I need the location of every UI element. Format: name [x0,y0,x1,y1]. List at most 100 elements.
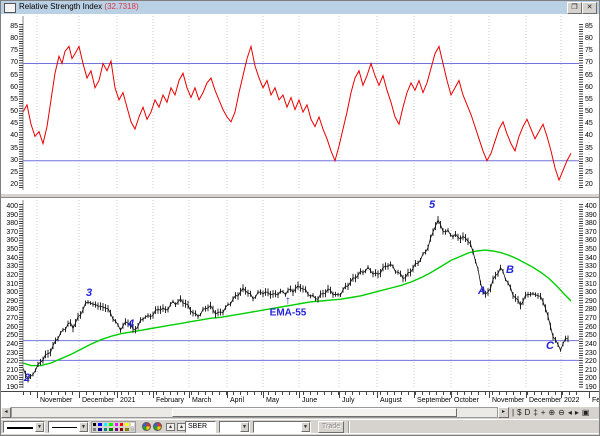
axis-label: 270 [6,315,18,322]
month-label: 2021 [120,397,136,404]
month-tick [79,392,80,398]
ema-55-label: EMA-55 [269,307,307,319]
rsi-right-ruler [579,24,583,188]
toolbar-divider [348,421,350,433]
panel-splitter[interactable] [1,193,599,198]
axis-label: 320 [585,272,597,279]
chart-color-icon-1[interactable] [142,422,151,431]
indicator-value: (32.7318) [104,2,139,11]
month-tick [153,392,154,398]
scroll-left-button[interactable]: ◂ [1,407,11,418]
color-swatch[interactable] [102,422,109,427]
axis-label: 310 [585,281,597,288]
line-weight-combo-arrow-icon[interactable]: ▼ [35,422,44,432]
month-label: December [529,397,562,404]
axis-label: 380 [585,220,597,227]
axis-label: 25 [10,169,18,176]
axis-label: 260 [585,324,597,331]
price-plot [22,200,590,388]
close-button[interactable]: ✕ [582,2,597,14]
axis-label: 340 [6,255,18,262]
axis-label: 80 [10,35,18,42]
chart-tool-icon-2[interactable]: $ [517,407,522,417]
axis-label: 310 [6,281,18,288]
indicator-title: Relative Strength Index (32.7318) [19,2,139,11]
axis-label: 400 [585,203,597,210]
axis-label: 75 [10,47,18,54]
template-combo-arrow-icon[interactable]: ▼ [301,422,310,432]
axis-label: 350 [585,246,597,253]
axis-label: 350 [6,246,18,253]
axis-label: 190 [585,384,597,391]
color-swatch[interactable] [129,422,135,427]
axis-label: 280 [6,306,18,313]
scrollbar-track[interactable] [11,407,498,418]
chart-tool-icon-3[interactable]: D [524,407,531,417]
axis-label: 40 [10,132,18,139]
price-left-ruler [19,204,23,388]
page-up-icon[interactable]: ▴ [166,423,175,431]
period-combo[interactable]: ▼ [219,421,250,433]
symbol-field[interactable]: SBER [185,421,216,433]
template-combo[interactable]: ▼ [253,421,311,433]
color-swatch[interactable] [113,427,119,432]
chart-tool-icon-6[interactable]: ⊕ [548,407,556,417]
color-swatch[interactable] [113,422,119,427]
line-weight-combo[interactable]: ▼ [3,421,45,433]
color-swatch[interactable] [124,427,130,432]
month-label: December [82,397,115,404]
chart-tool-icon-10[interactable]: ▣ [581,407,590,417]
month-label: June [302,397,318,404]
month-tick [414,392,415,398]
line-style-combo[interactable]: ▼ [48,421,89,433]
scroll-right-button[interactable]: ▸ [498,407,509,418]
axis-label: 55 [10,96,18,103]
axis-label: 370 [585,229,597,236]
color-swatch[interactable] [129,427,135,432]
color-swatch[interactable] [124,422,130,427]
color-swatch[interactable] [97,427,103,432]
period-combo-arrow-icon[interactable]: ▼ [240,422,249,432]
axis-label: 50 [585,108,593,115]
rsi-panel: 85 80 75 70 65 60 55 50 45 40 35 30 25 20 85 80 75 70 65 6… [1,14,599,193]
chart-tool-icon-5[interactable]: + [540,407,546,417]
restore-button[interactable]: ❐ [567,2,582,14]
axis-label: 55 [585,96,593,103]
axis-label: 250 [6,332,18,339]
color-swatch[interactable] [92,427,98,432]
axis-label: 210 [585,367,597,374]
month-label: November [40,397,73,404]
chart-tool-icon-4[interactable]: ‡ [533,407,538,417]
axis-label: 50 [10,108,18,115]
line-style-sample [52,427,77,428]
color-swatch[interactable] [118,422,125,427]
indicator-window-icon [4,3,16,13]
axis-label: 260 [6,324,18,331]
month-label: March [192,397,212,404]
month-label: May [266,397,280,404]
indicator-titlebar[interactable]: Relative Strength Index (32.7318) ❐ ✕ [1,1,599,15]
line-style-combo-arrow-icon[interactable]: ▼ [79,422,88,432]
color-swatch[interactable] [92,422,98,427]
month-tick [561,392,562,398]
month-label: August [380,397,402,404]
color-palette [91,421,136,433]
axis-label: 20 [585,181,593,188]
line-weight-sample [7,427,33,429]
color-swatch[interactable] [108,422,114,427]
color-swatch[interactable] [108,427,114,432]
chart-tool-icon-9[interactable]: ▸ [574,407,579,417]
chart-color-icon-2[interactable] [153,422,162,431]
axis-label: 390 [585,212,597,219]
trade-button[interactable]: Trade [318,421,344,433]
axis-label: 250 [585,332,597,339]
chart-tool-icon-7[interactable]: ⊖ [558,407,565,417]
axis-label: 40 [585,132,593,139]
scrollbar-thumb[interactable] [172,408,457,417]
color-swatch[interactable] [118,427,125,432]
color-swatch[interactable] [102,427,109,432]
chart-tool-icon-8[interactable]: ◂ [567,407,572,417]
rsi-plot [22,16,590,190]
color-swatch[interactable] [97,422,103,427]
axis-label: 220 [585,358,597,365]
